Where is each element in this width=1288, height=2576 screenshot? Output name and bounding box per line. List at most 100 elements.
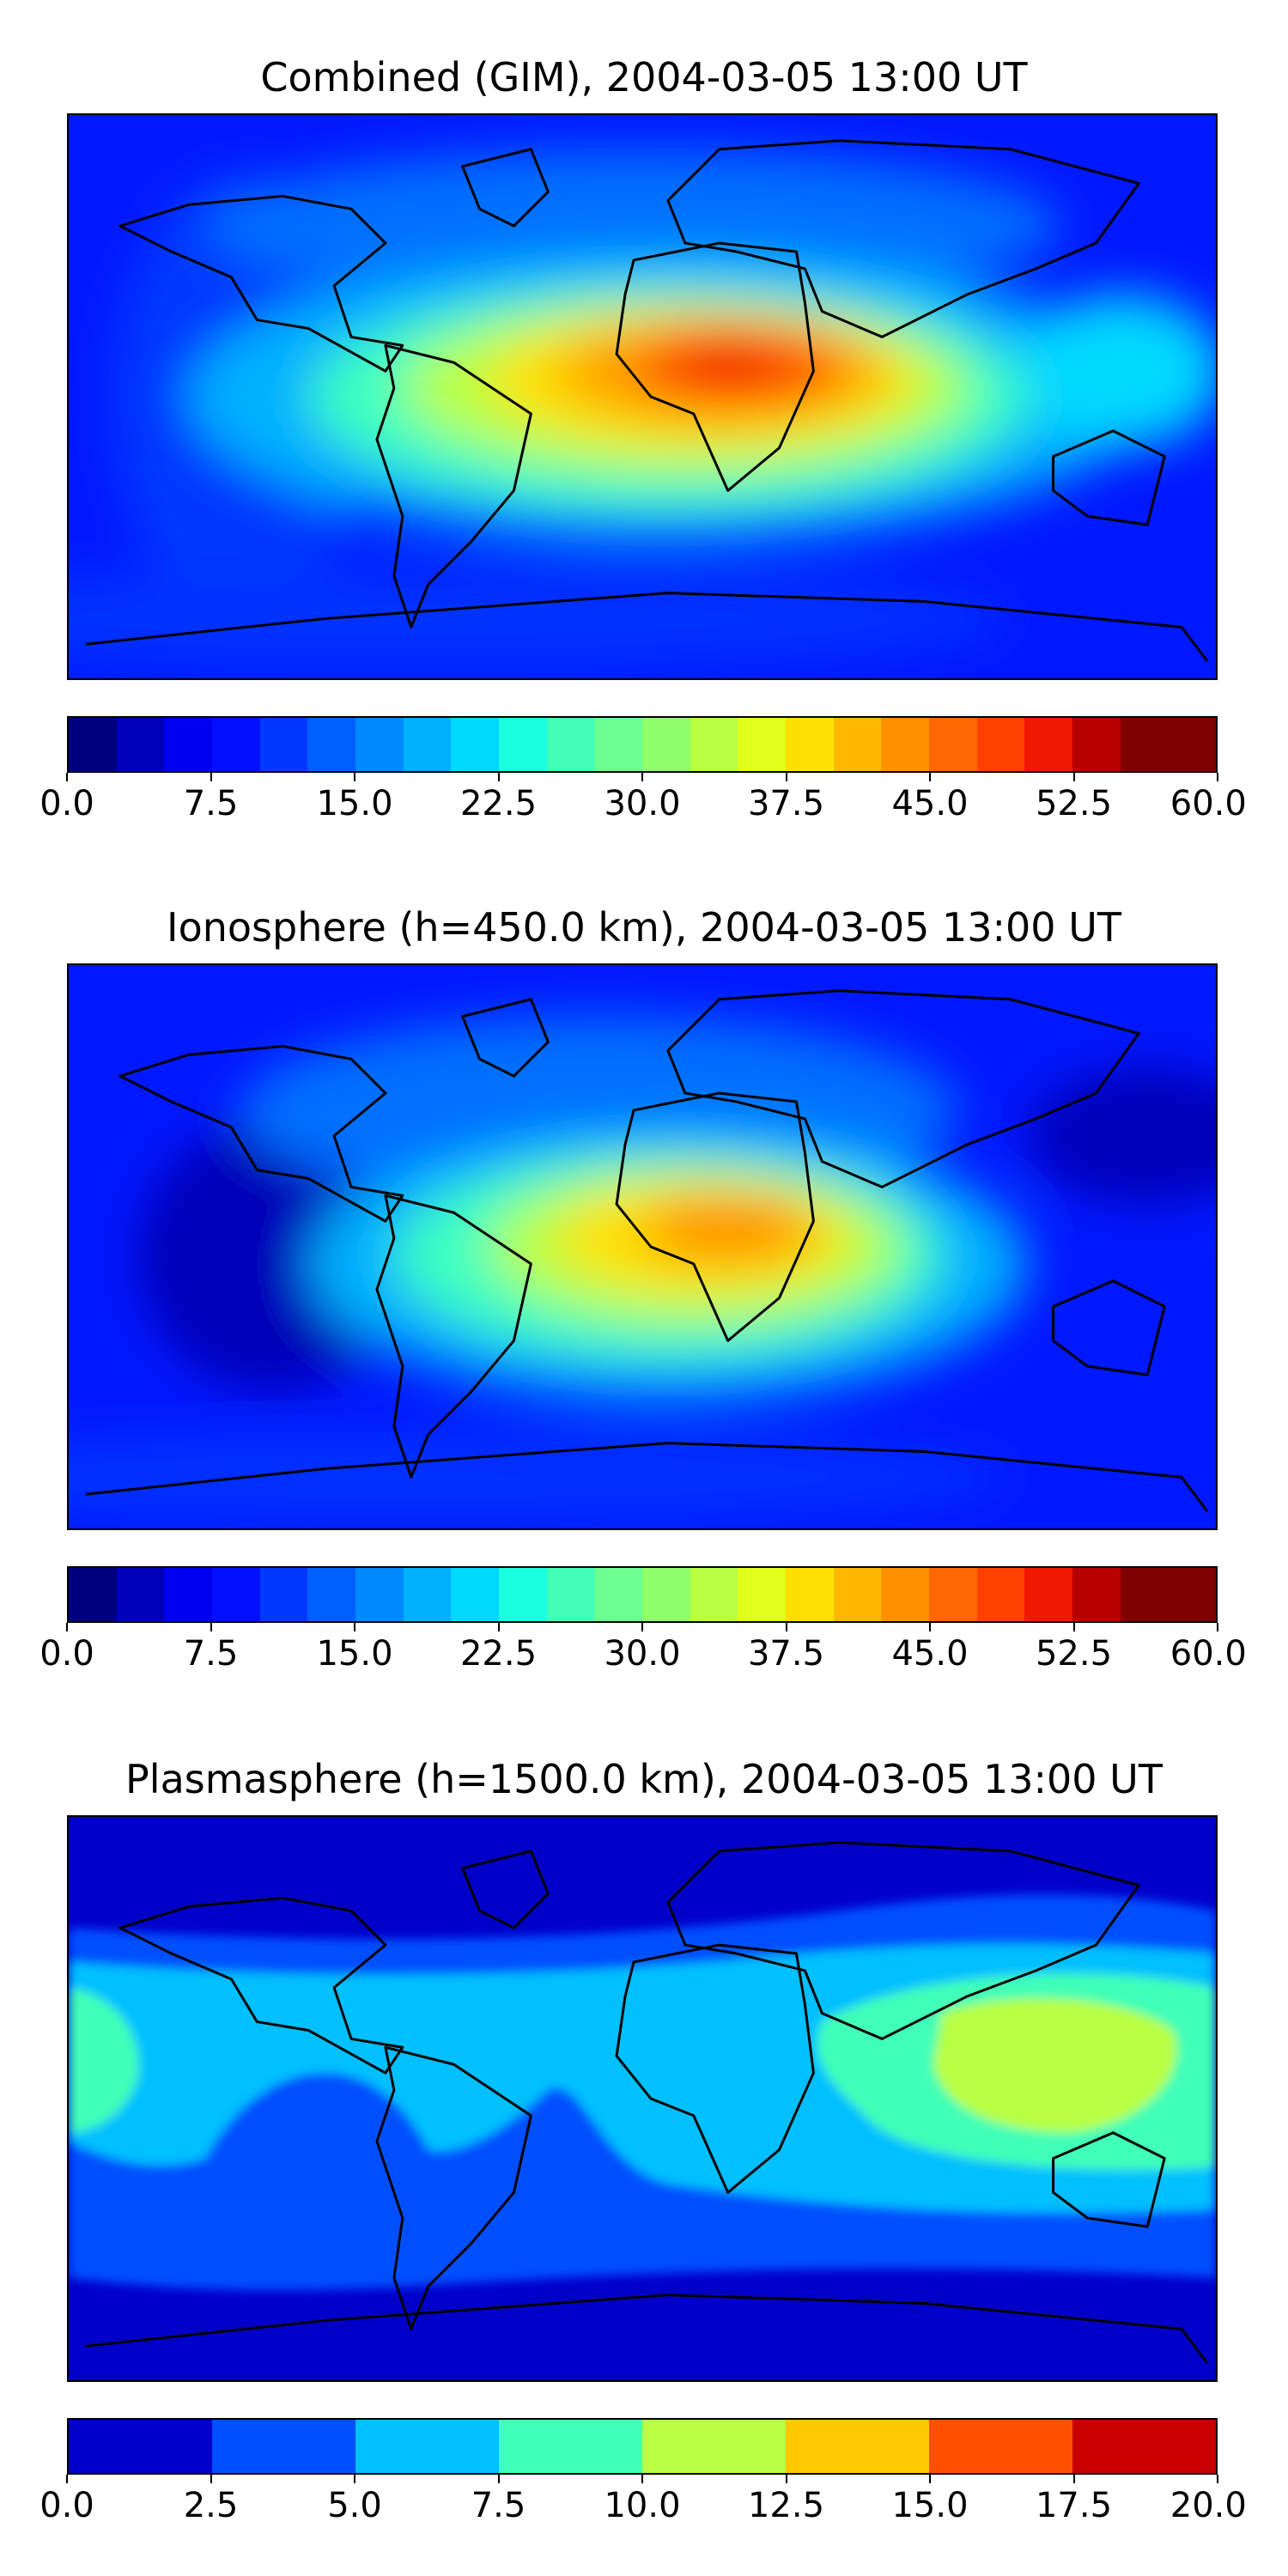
panel-title-ionosphere: Ionosphere (h=450.0 km), 2004-03-05 13:0…	[167, 904, 1121, 951]
map-plasmasphere	[67, 1815, 1218, 2382]
colorbar-segment	[786, 1568, 834, 1621]
colorbar-tick	[66, 1623, 68, 1631]
colorbar-segment	[1168, 1568, 1217, 1621]
colorbar-segment	[690, 1568, 738, 1621]
colorbar-segment	[738, 718, 787, 771]
colorbar-segment	[69, 718, 117, 771]
colorbar-tick	[785, 2475, 787, 2483]
colorbar-tick-label: 37.5	[747, 1634, 825, 1674]
panel-title-combined: Combined (GIM), 2004-03-05 13:00 UT	[260, 54, 1028, 100]
colorbar-segment	[164, 1568, 213, 1621]
colorbar-segment	[1120, 718, 1169, 771]
colorbar-tick-label: 7.5	[471, 2486, 526, 2525]
colorbar-tick-label: 30.0	[604, 1634, 681, 1674]
colorbar-tick-label: 7.5	[183, 1634, 239, 1674]
colorbar-segment	[833, 718, 882, 771]
colorbar-plasmasphere	[67, 2418, 1218, 2475]
colorbar-tick	[497, 2475, 500, 2483]
colorbar-tick	[1217, 2475, 1218, 2483]
colorbar-segment	[642, 1568, 690, 1621]
colorbar-tick	[785, 1623, 787, 1631]
colorbar-segment	[594, 1568, 643, 1621]
colorbar-tick-label: 10.0	[604, 2486, 681, 2525]
colorbar-segment	[1072, 1568, 1121, 1621]
colorbar-tick-label: 20.0	[1170, 2486, 1247, 2525]
colorbar-segment	[1024, 1568, 1073, 1621]
colorbar-segment	[355, 1568, 404, 1621]
colorbar-segment	[164, 718, 213, 771]
colorbar-tick	[497, 1623, 500, 1631]
colorbar-segment	[355, 2420, 499, 2473]
colorbar-segment	[1072, 2420, 1216, 2473]
colorbar-ticks-combined: 0.0 7.5 15.0 22.5 30.0 37.5 45.0 52.5 60.0	[39, 773, 1247, 824]
colorbar-tick-label: 60.0	[1170, 1634, 1247, 1674]
colorbar-tick-label: 15.0	[316, 784, 393, 823]
colorbar-tick	[641, 2475, 643, 2483]
colorbar-tick-label: 5.0	[327, 2486, 382, 2525]
colorbar-tick-label: 15.0	[891, 2486, 969, 2525]
colorbar-segment	[642, 2420, 786, 2473]
colorbar-segment	[259, 1568, 308, 1621]
colorbar-tick	[1072, 2475, 1075, 2483]
colorbar-tick	[929, 2475, 931, 2483]
colorbar-tick	[1217, 773, 1218, 781]
colorbar-segment	[307, 718, 356, 771]
colorbar-segment	[786, 718, 834, 771]
map-combined	[67, 113, 1218, 680]
colorbar-segment	[1024, 718, 1073, 771]
colorbar-tick	[210, 1623, 212, 1631]
colorbar-segment	[499, 1568, 547, 1621]
colorbar-segment	[499, 2420, 642, 2473]
colorbar-segment	[976, 718, 1025, 771]
colorbar-segment	[403, 1568, 452, 1621]
colorbar-ticks-plasmasphere: 0.0 2.5 5.0 7.5 10.0 12.5 15.0 17.5 20.0	[39, 2475, 1247, 2526]
colorbar-segment	[690, 718, 738, 771]
colorbar-tick	[210, 2475, 212, 2483]
colorbar-segment	[929, 718, 977, 771]
colorbar-segment	[546, 718, 595, 771]
colorbar-tick	[641, 773, 643, 781]
colorbar-segment	[786, 2420, 929, 2473]
colorbar-segment	[1120, 1568, 1169, 1621]
colorbar-tick-label: 37.5	[747, 784, 825, 823]
colorbar-segment	[116, 1568, 165, 1621]
colorbar-tick	[785, 773, 787, 781]
colorbar-tick	[354, 1623, 355, 1631]
colorbar-segment	[499, 718, 547, 771]
colorbar-tick	[641, 1623, 643, 1631]
colorbar-tick	[66, 2475, 68, 2483]
colorbar-segment	[976, 1568, 1025, 1621]
colorbar-segment	[69, 1568, 117, 1621]
colorbar-segment	[451, 718, 500, 771]
colorbar-tick-label: 7.5	[183, 784, 239, 823]
colorbar-tick-label: 0.0	[39, 784, 94, 823]
colorbar-tick	[1072, 1623, 1075, 1631]
colorbar-segment	[212, 1568, 260, 1621]
colorbar-tick-label: 22.5	[459, 1634, 538, 1674]
colorbar-tick	[1072, 773, 1075, 781]
colorbar-segment	[1168, 718, 1217, 771]
colorbar-tick-label: 52.5	[1035, 784, 1113, 823]
colorbar-tick	[354, 2475, 355, 2483]
colorbar-tick-label: 22.5	[459, 784, 538, 823]
colorbar-tick-label: 2.5	[183, 2486, 239, 2525]
colorbar-segment	[881, 718, 930, 771]
colorbar-tick	[66, 773, 68, 781]
colorbar-segment	[1072, 718, 1121, 771]
colorbar-segment	[212, 718, 260, 771]
colorbar-tick	[1217, 1623, 1218, 1631]
map-ionosphere	[67, 963, 1218, 1530]
colorbar-tick-label: 45.0	[891, 784, 969, 823]
colorbar-segment	[69, 2420, 212, 2473]
colorbar-segment	[929, 1568, 977, 1621]
panel-title-plasmasphere: Plasmasphere (h=1500.0 km), 2004-03-05 1…	[125, 1756, 1163, 1802]
colorbar-tick-label: 17.5	[1035, 2486, 1113, 2525]
colorbar-tick	[210, 773, 212, 781]
colorbar-tick-label: 12.5	[747, 2486, 825, 2525]
colorbar-segment	[929, 2420, 1072, 2473]
colorbar-tick	[354, 773, 355, 781]
colorbar-tick	[497, 773, 500, 781]
colorbar-segment	[212, 2420, 355, 2473]
colorbar-tick	[929, 1623, 931, 1631]
colorbar-segment	[642, 718, 690, 771]
